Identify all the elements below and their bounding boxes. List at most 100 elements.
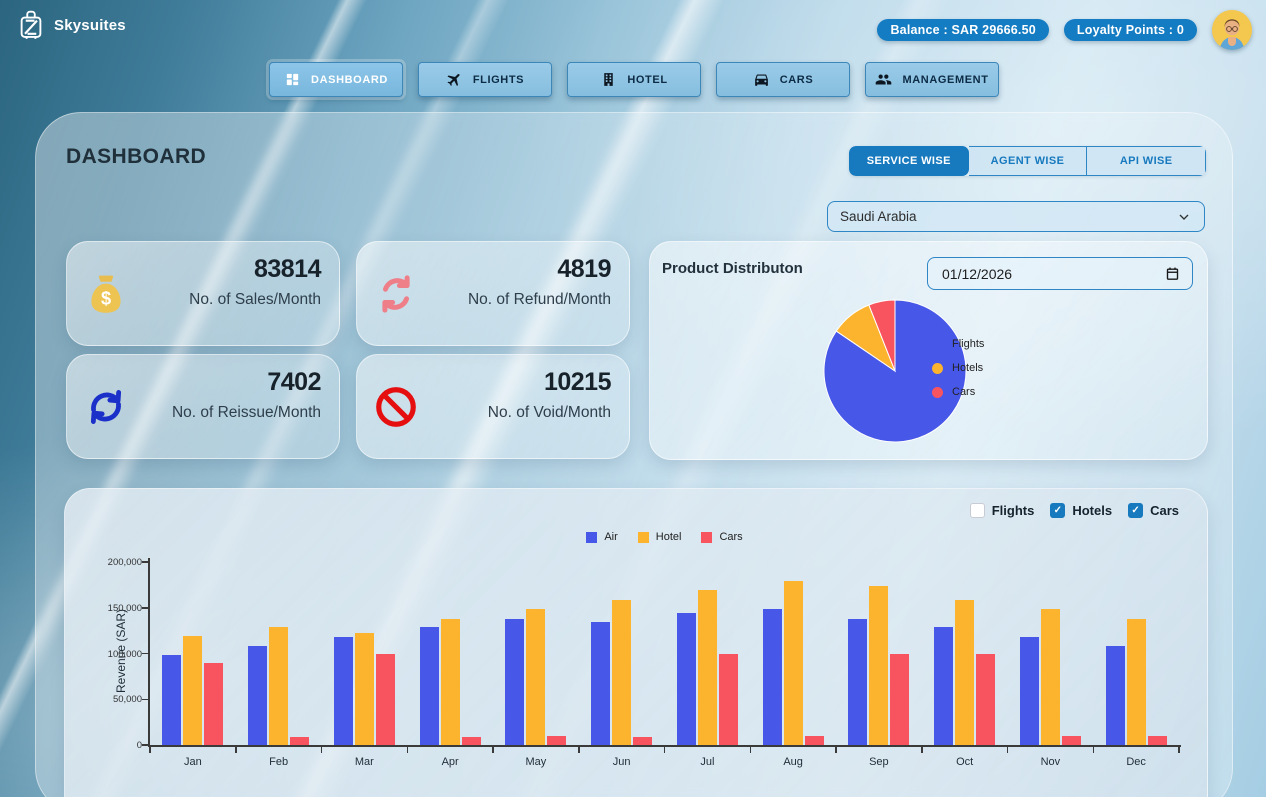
bar-cars-feb xyxy=(290,736,310,745)
month-label-jul: Jul xyxy=(700,756,715,768)
bar-air-sep xyxy=(848,618,868,745)
bar-hotel-jun xyxy=(612,599,632,745)
top-bar-right: Balance : SAR 29666.50 Loyalty Points : … xyxy=(877,10,1252,50)
tab-api-wise[interactable]: API WISE xyxy=(1087,146,1206,176)
y-tick-mark xyxy=(142,561,148,563)
month-label-aug: Aug xyxy=(783,756,803,768)
bar-air-apr xyxy=(419,627,439,745)
country-select-value: Saudi Arabia xyxy=(840,209,917,224)
y-tick-label: 200,000 xyxy=(107,557,142,568)
checkbox-hotels[interactable] xyxy=(1050,503,1066,518)
bar-cars-sep xyxy=(890,653,910,745)
user-avatar[interactable] xyxy=(1212,10,1252,50)
bar-cars-nov xyxy=(1061,735,1081,745)
top-bar: Skysuites Balance : SAR 29666.50 Loyalty… xyxy=(0,0,1266,56)
brand-name: Skysuites xyxy=(54,16,126,34)
bar-air-oct xyxy=(934,627,954,745)
filter-flights[interactable]: Flights xyxy=(969,503,1035,518)
bar-hotel-mar xyxy=(354,632,374,745)
bar-hotel-sep xyxy=(869,585,889,745)
filter-label: Hotels xyxy=(1072,503,1113,518)
y-tick-label: 50,000 xyxy=(112,694,142,706)
bar-hotel-apr xyxy=(440,618,460,745)
stat-value: 10215 xyxy=(543,368,612,396)
bar-air-mar xyxy=(333,637,353,745)
pie-legend: Flights Hotels Cars xyxy=(932,338,984,398)
product-pie-chart xyxy=(820,296,970,446)
bar-air-dec xyxy=(1105,646,1125,745)
month-label-jun: Jun xyxy=(612,756,631,768)
bar-air-feb xyxy=(248,646,268,745)
y-tick-label: 0 xyxy=(136,740,142,751)
dashboard-panel: DASHBOARD SERVICE WISE AGENT WISE API WI… xyxy=(35,112,1233,797)
bar-chart-plot: 0 50,000 100,000 150,000 200,000 Jan Feb Mar Apr… xyxy=(108,557,1181,768)
bar-hotel-feb xyxy=(269,627,289,745)
bar-cars-jul xyxy=(718,653,738,745)
filter-label: Cars xyxy=(1150,503,1179,518)
nav-button-cars[interactable]: CARS xyxy=(716,62,850,97)
pie-legend-item-cars: Cars xyxy=(932,386,984,398)
month-label-apr: Apr xyxy=(441,756,459,768)
nav-button-dashboard[interactable]: DASHBOARD xyxy=(269,62,403,97)
bar-cars-oct xyxy=(976,653,996,745)
x-tick-mark xyxy=(149,747,151,753)
x-tick-mark xyxy=(492,747,494,753)
tab-agent-wise[interactable]: AGENT WISE xyxy=(968,146,1088,176)
x-tick-mark xyxy=(1092,747,1094,753)
bar-cars-jun xyxy=(633,736,653,745)
bar-air-jan xyxy=(162,655,182,745)
filter-label: Flights xyxy=(991,503,1035,518)
stat-value: 83814 xyxy=(253,255,322,283)
legend-label: Cars xyxy=(719,531,743,543)
month-label-may: May xyxy=(525,756,547,768)
bar-cars-may xyxy=(547,735,567,745)
checkbox-flights[interactable] xyxy=(969,503,985,518)
nav-label: CARS xyxy=(779,73,814,86)
date-value: 01/12/2026 xyxy=(942,265,1013,282)
legend-label: Air xyxy=(604,531,618,543)
balance-badge: Balance : SAR 29666.50 xyxy=(877,19,1049,41)
filter-cars[interactable]: Cars xyxy=(1128,503,1179,518)
legend-swatch xyxy=(637,531,649,543)
product-distribution-title: Product Distributon xyxy=(662,260,803,277)
legend-dot xyxy=(932,338,943,350)
loyalty-points-badge: Loyalty Points : 0 xyxy=(1063,19,1197,41)
y-tick-mark xyxy=(142,698,148,700)
stat-label: No. of Sales/Month xyxy=(189,291,321,308)
checkbox-cars[interactable] xyxy=(1128,503,1144,518)
y-tick-mark xyxy=(142,744,148,746)
hotel-building-icon xyxy=(604,73,614,86)
bar-cars-apr xyxy=(461,736,481,745)
people-icon xyxy=(876,74,892,85)
x-tick-mark xyxy=(749,747,751,753)
legend-swatch xyxy=(586,531,598,543)
car-icon xyxy=(754,74,768,86)
x-tick-mark xyxy=(663,747,666,753)
y-axis-line xyxy=(148,558,150,747)
brand: Skysuites xyxy=(16,6,126,44)
filter-hotels[interactable]: Hotels xyxy=(1050,503,1112,518)
date-input[interactable]: 01/12/2026 xyxy=(927,257,1193,290)
legend-dot xyxy=(932,362,943,374)
bar-air-may xyxy=(505,618,525,745)
stat-card-refund: 4819 No. of Refund/Month xyxy=(356,241,630,346)
bar-legend-item-air: Air xyxy=(586,531,618,543)
x-tick-mark xyxy=(578,747,580,753)
legend-label: Hotel xyxy=(655,531,682,543)
stat-card-reissue: 7402 No. of Reissue/Month xyxy=(66,354,340,459)
nav-button-hotel[interactable]: HOTEL xyxy=(567,62,701,97)
skysuites-logo-icon xyxy=(20,10,42,39)
month-label-mar: Mar xyxy=(354,756,374,768)
tab-service-wise[interactable]: SERVICE WISE xyxy=(849,146,969,176)
calendar-icon xyxy=(1166,267,1179,280)
month-label-oct: Oct xyxy=(956,756,974,768)
bar-cars-jan xyxy=(204,662,224,745)
nav-button-flights[interactable]: FLIGHTS xyxy=(418,62,552,97)
nav-button-management[interactable]: MANAGEMENT xyxy=(865,62,999,97)
bar-air-aug xyxy=(762,608,782,745)
view-tabs: SERVICE WISE AGENT WISE API WISE xyxy=(849,146,1206,176)
stat-label: No. of Refund/Month xyxy=(467,291,611,308)
bar-air-jun xyxy=(591,622,611,745)
country-select[interactable]: Saudi Arabia xyxy=(827,201,1205,232)
bar-hotel-jan xyxy=(183,636,203,745)
